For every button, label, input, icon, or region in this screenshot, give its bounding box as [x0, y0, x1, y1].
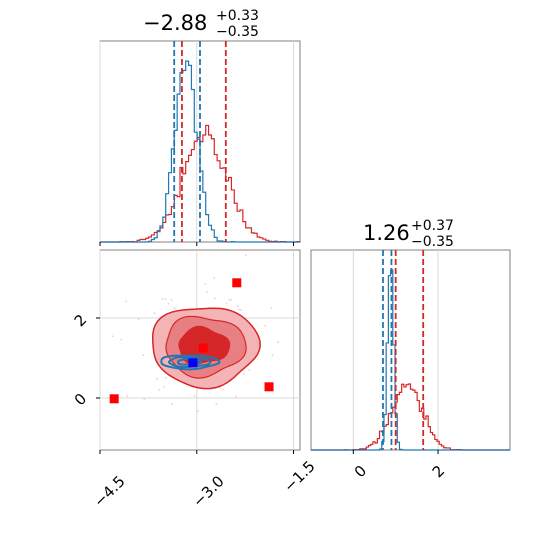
scatter-point — [264, 324, 267, 327]
scatter-point — [156, 377, 158, 380]
marker-red-2 — [198, 343, 208, 353]
scatter-point — [171, 403, 174, 405]
marker-red-0 — [232, 278, 242, 288]
title-param2: 1.26 +0.37 −0.35 — [363, 218, 454, 250]
title-param1: −2.88 +0.33 −0.35 — [143, 8, 259, 40]
title-param1-minus: −0.35 — [216, 24, 259, 40]
scatter-point — [238, 308, 240, 311]
scatter-point — [214, 297, 216, 300]
scatter-point — [158, 388, 160, 391]
scatter-point — [164, 298, 167, 300]
scatter-point — [236, 305, 239, 307]
histogram-param1 — [100, 60, 301, 243]
scatter-point — [270, 307, 273, 310]
scatter-point — [173, 307, 176, 310]
title-param2-plus: +0.37 — [411, 218, 454, 234]
scatter-point — [126, 395, 128, 397]
scatter-point — [163, 385, 165, 388]
scatter-point — [170, 299, 173, 301]
scatter-point — [137, 318, 140, 321]
scatter-point — [204, 283, 207, 286]
x2-tick-label-2: 2 — [429, 462, 448, 481]
x-tick-label-neg3p0: −3.0 — [189, 472, 227, 510]
scatter-point — [164, 377, 167, 379]
title-param1-plus: +0.33 — [216, 8, 259, 24]
x-tick-label-neg4p5: −4.5 — [90, 472, 128, 510]
scatter-point — [248, 369, 251, 372]
scatter-point — [143, 398, 146, 401]
scatter-point — [167, 302, 170, 305]
scatter-point — [153, 312, 156, 314]
histogram-param2 — [311, 269, 510, 451]
scatter-point — [228, 299, 230, 301]
marker-blue-0 — [188, 358, 198, 368]
scatter-point — [125, 300, 128, 303]
hist-param2-red — [311, 383, 510, 451]
quantile-lines — [173, 41, 425, 450]
scatter-point — [235, 395, 237, 398]
scatter-point — [142, 354, 145, 356]
scatter-point — [240, 309, 242, 311]
markers — [109, 278, 274, 404]
scatter-point — [215, 403, 218, 405]
title-param2-median: 1.26 — [363, 221, 410, 245]
scatter-point — [222, 388, 224, 391]
y-tick-label-2: 2 — [71, 311, 90, 330]
x-tick-label-neg1p5: −1.5 — [280, 457, 318, 495]
x2-tick-label-0: 0 — [351, 462, 370, 481]
marker-red-1 — [264, 382, 274, 392]
hist-param1-red — [100, 124, 301, 243]
panel-bottom-right — [310, 249, 511, 451]
scatter-point — [230, 298, 233, 301]
title-param1-median: −2.88 — [143, 11, 207, 35]
scatter-point — [120, 338, 122, 341]
scatter-point — [271, 354, 274, 357]
scatter-point — [197, 410, 199, 413]
scatter-point — [193, 395, 196, 397]
title-param2-minus: −0.35 — [411, 234, 454, 250]
scatter-point — [242, 373, 245, 376]
contour-blue-mid — [167, 356, 212, 369]
contour-blue-outer — [160, 354, 221, 371]
scatter-point — [213, 277, 216, 279]
scatter-point — [111, 335, 114, 338]
scatter-point — [244, 254, 247, 257]
hist-param1-blue — [100, 60, 300, 243]
y-tick-label-0: 0 — [71, 390, 90, 409]
scatter-point — [206, 291, 208, 294]
ticks — [96, 242, 439, 454]
marker-red-3 — [109, 394, 119, 404]
hist-param2-blue — [311, 269, 510, 451]
scatter-point — [225, 302, 228, 305]
scatter-point — [277, 341, 279, 344]
scatter-point — [219, 386, 221, 389]
scatter-point — [161, 297, 164, 300]
